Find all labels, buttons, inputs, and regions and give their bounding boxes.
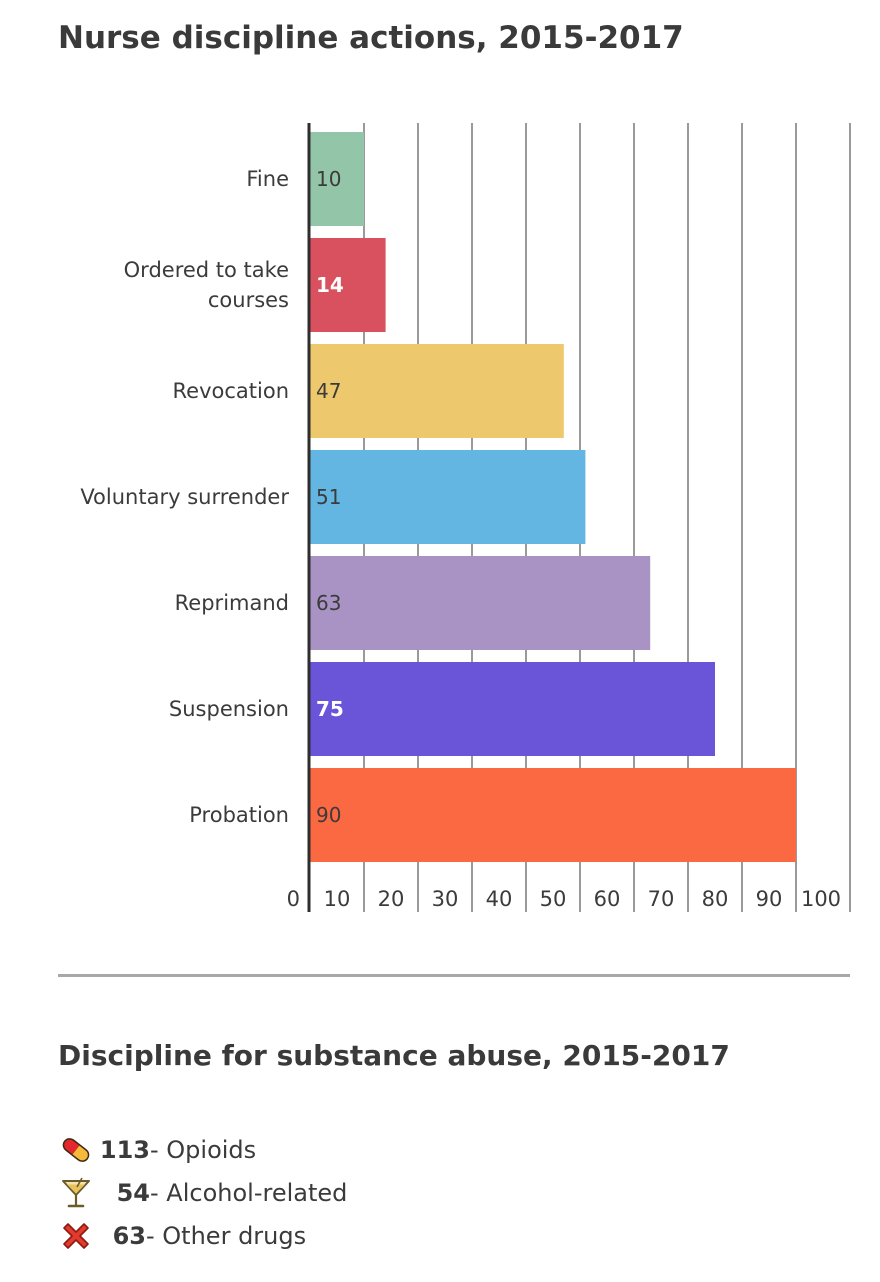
- x-tick-label: 50: [540, 887, 567, 911]
- x-tick-label: 40: [486, 887, 513, 911]
- x-tick-label: 70: [648, 887, 675, 911]
- x-tick-label: 20: [378, 887, 405, 911]
- list-item-alcohol: 54 - Alcohol-related: [58, 1171, 347, 1214]
- category-label: Suspension: [169, 697, 289, 721]
- bar-value-label: 75: [316, 697, 344, 721]
- x-tick-label: 0: [287, 887, 300, 911]
- alcohol-label: - Alcohol-related: [150, 1178, 348, 1207]
- other-drugs-label: - Other drugs: [146, 1221, 307, 1250]
- bar-value-label: 10: [316, 167, 341, 191]
- chart-title: Nurse discipline actions, 2015-2017: [58, 20, 684, 56]
- category-label: Ordered to take courses: [124, 258, 289, 312]
- bar: [310, 132, 364, 226]
- list-item-opioids: 113 - Opioids: [58, 1128, 347, 1171]
- bar: [310, 768, 796, 862]
- bar: [310, 450, 586, 544]
- list-item-other-drugs: 63 - Other drugs: [58, 1214, 347, 1257]
- category-label: Reprimand: [175, 591, 289, 615]
- x-tick-label: 80: [702, 887, 729, 911]
- x-tick-label: 30: [432, 887, 459, 911]
- x-axis-ticks: 0 10 20 30 40 50 60 70 80 90 100: [287, 887, 841, 911]
- bar-value-label: 47: [316, 379, 341, 403]
- alcohol-count: 54: [116, 1178, 150, 1207]
- category-label: Revocation: [173, 379, 289, 403]
- section-divider: [58, 974, 850, 977]
- x-tick-label: 100: [801, 887, 841, 911]
- bar-value-label: 14: [316, 273, 344, 297]
- bar: [310, 662, 715, 756]
- bar-chart: 10 14 47 51 63 75 90 Fine Ordered to take course…: [80, 123, 851, 912]
- bar-value-label: 90: [316, 803, 341, 827]
- substance-abuse-list: 113 - Opioids 54 - Alcohol-related 63 - …: [58, 1128, 347, 1257]
- bar: [310, 238, 386, 332]
- other-drugs-count: 63: [112, 1221, 146, 1250]
- bars: 10 14 47 51 63 75 90: [310, 132, 796, 862]
- x-tick-label: 60: [594, 887, 621, 911]
- category-label: Fine: [246, 167, 289, 191]
- pill-icon: [58, 1132, 94, 1168]
- opioids-label: - Opioids: [150, 1135, 257, 1164]
- bar-value-label: 51: [316, 485, 341, 509]
- category-label: Probation: [189, 803, 289, 827]
- substance-abuse-title: Discipline for substance abuse, 2015-201…: [58, 1039, 730, 1072]
- x-tick-label: 90: [756, 887, 783, 911]
- bar: [310, 556, 651, 650]
- x-tick-label: 10: [324, 887, 351, 911]
- opioids-count: 113: [99, 1135, 150, 1164]
- bar: [310, 344, 564, 438]
- bar-value-label: 63: [316, 591, 341, 615]
- category-labels: Fine Ordered to take courses Revocation Volu…: [80, 167, 289, 827]
- cocktail-glass-icon: [58, 1175, 94, 1211]
- category-label: Voluntary surrender: [80, 485, 289, 509]
- cross-mark-icon: [58, 1218, 94, 1254]
